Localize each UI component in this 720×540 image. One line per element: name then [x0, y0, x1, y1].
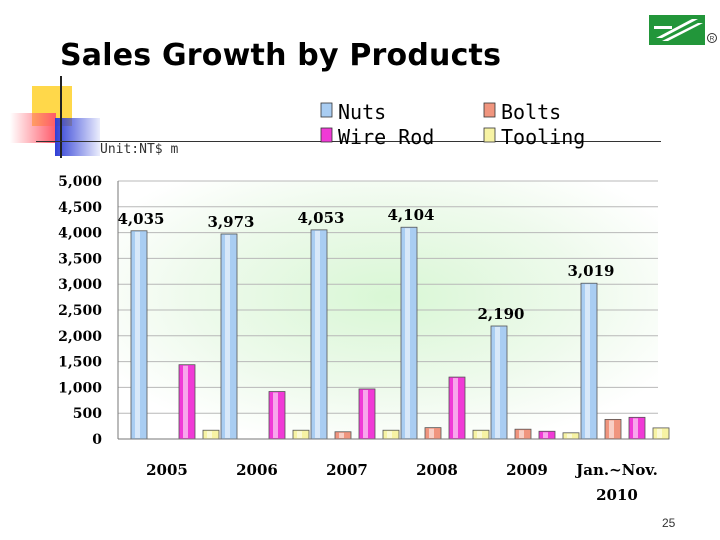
bar-highlight — [657, 428, 662, 438]
legend-swatch-nuts — [320, 102, 333, 118]
legend-item-bolts: Bolts — [483, 100, 561, 124]
logo-stroke-bottom — [662, 23, 703, 41]
bar-highlight — [207, 431, 212, 438]
legend-label-nuts: Nuts — [338, 100, 386, 124]
legend-item-wire-rod: Wire Rod — [320, 125, 434, 149]
bars — [130, 226, 670, 440]
bar-highlight — [609, 420, 614, 438]
bar-highlight — [477, 431, 482, 438]
title-underline — [36, 141, 661, 142]
bar-highlight — [585, 284, 590, 438]
y-tick-label: 4,500 — [58, 200, 102, 216]
data-labels: 4,035 3,973 4,053 4,104 2,190 3,019 — [118, 206, 615, 323]
y-tick-label: 3,000 — [58, 277, 102, 293]
legend-label-wire-rod: Wire Rod — [338, 125, 434, 149]
decor-red-bar — [10, 113, 56, 143]
legend-item-nuts: Nuts — [320, 100, 386, 124]
bar-highlight — [339, 432, 344, 438]
y-tick-label: 1,500 — [58, 355, 102, 371]
legend-swatch-wire-rod — [320, 127, 333, 143]
x-tick-label: 2005 — [146, 461, 188, 479]
y-tick-label: 4,000 — [58, 226, 102, 242]
registered-mark-letter: R — [710, 36, 715, 43]
legend: Nuts Bolts Wire Rod Tooling — [320, 100, 585, 149]
bar-highlight — [183, 365, 188, 438]
bar-highlight — [135, 231, 140, 438]
legend-label-bolts: Bolts — [501, 100, 561, 124]
bar-highlight — [363, 389, 368, 438]
y-tick-label: 3,500 — [58, 251, 102, 267]
x-tick-label: 2008 — [416, 461, 458, 479]
data-label-nuts: 4,104 — [388, 206, 435, 224]
decor-blue-bar — [55, 118, 100, 156]
y-tick-label: 500 — [73, 406, 102, 422]
legend-item-tooling: Tooling — [483, 125, 585, 149]
bar-highlight — [495, 326, 500, 438]
legend-label-tooling: Tooling — [501, 125, 585, 149]
logo-bar — [654, 26, 672, 29]
bar-highlight — [387, 431, 392, 438]
bar-highlight — [633, 418, 638, 438]
bar-highlight — [543, 432, 548, 438]
data-label-nuts: 3,019 — [568, 262, 615, 280]
legend-swatch-bolts — [483, 102, 496, 118]
y-tick-label: 2,000 — [58, 329, 102, 345]
data-label-nuts: 2,190 — [478, 305, 525, 323]
x-tick-label: Jan.~Nov. — [574, 461, 658, 479]
x-tick-label: 2007 — [326, 461, 368, 479]
legend-swatch-tooling — [483, 127, 496, 143]
y-tick-label: 0 — [92, 432, 102, 448]
bar-highlight — [273, 392, 278, 438]
bar-highlight — [567, 433, 572, 438]
y-tick-label: 5,000 — [58, 174, 102, 190]
page-number: 25 — [662, 516, 676, 530]
bar-highlight — [429, 428, 434, 438]
registered-mark-icon — [707, 33, 717, 43]
unit-label: Unit:NT$ m — [100, 142, 178, 157]
bar-highlight — [297, 431, 302, 438]
bar-highlight — [315, 230, 320, 438]
x-tick-label: 2009 — [506, 461, 548, 479]
data-label-nuts: 3,973 — [208, 213, 255, 231]
x-tick-label: 2010 — [596, 486, 638, 504]
bar-highlight — [453, 378, 458, 438]
axes: 0 500 1,000 1,500 2,000 2,500 3,000 3,500 4,000 4… — [58, 174, 658, 504]
bar-highlight — [225, 234, 230, 438]
x-tick-label: 2006 — [236, 461, 278, 479]
bar-highlight — [405, 228, 410, 438]
data-label-nuts: 4,053 — [298, 209, 345, 227]
y-tick-label: 1,000 — [58, 380, 102, 396]
page-title: Sales Growth by Products — [60, 38, 502, 73]
y-tick-label: 2,500 — [58, 303, 102, 319]
bar-highlight — [519, 430, 524, 438]
logo-stroke-top — [656, 19, 698, 38]
company-logo-icon: R — [649, 15, 717, 45]
data-label-nuts: 4,035 — [118, 210, 165, 228]
decor-vertical-line — [60, 76, 62, 158]
